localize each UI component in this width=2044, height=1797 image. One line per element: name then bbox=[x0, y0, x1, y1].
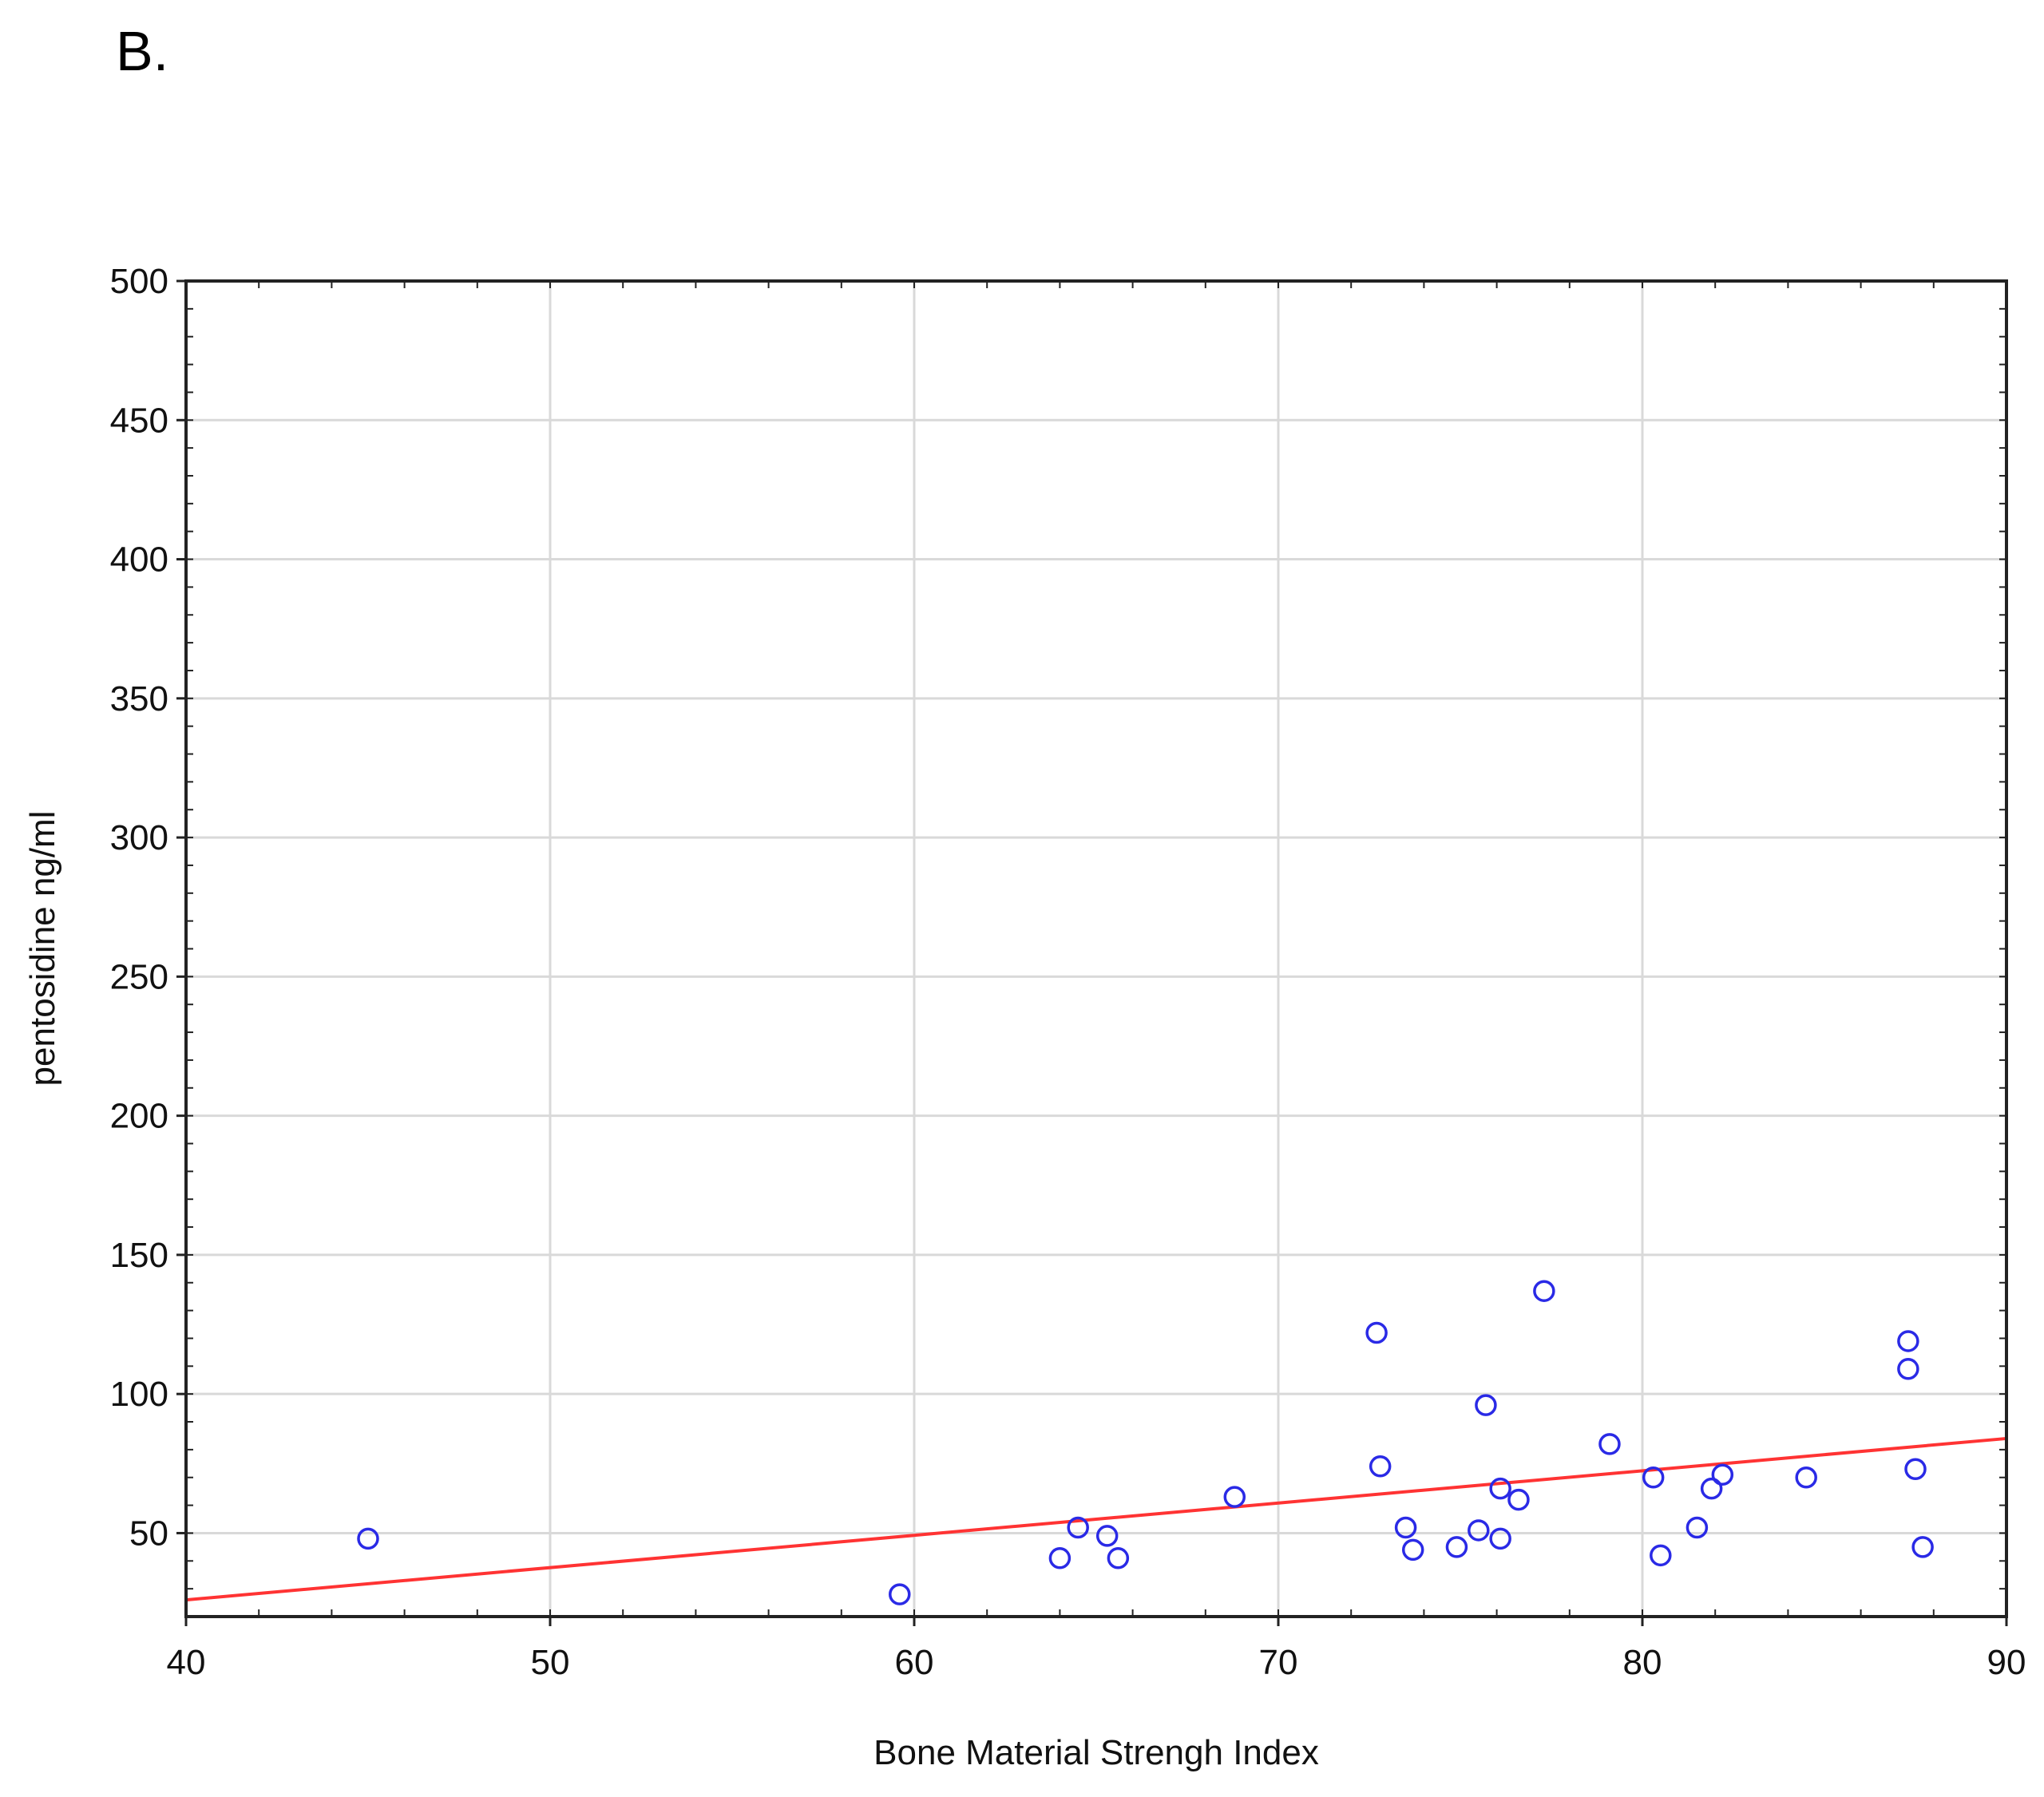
data-point bbox=[1048, 1547, 1072, 1569]
data-point bbox=[357, 1527, 379, 1550]
x-tick-label: 90 bbox=[1987, 1643, 2026, 1682]
y-tick-label: 450 bbox=[110, 401, 168, 440]
x-tick-label: 60 bbox=[895, 1643, 934, 1682]
data-point bbox=[1107, 1547, 1130, 1569]
data-point bbox=[1897, 1330, 1919, 1352]
y-tick-label: 50 bbox=[129, 1514, 168, 1553]
x-tick-label: 80 bbox=[1623, 1643, 1662, 1682]
data-point bbox=[1711, 1463, 1734, 1486]
gridlines bbox=[186, 281, 2006, 1617]
data-point bbox=[1067, 1516, 1089, 1539]
data-point bbox=[1650, 1544, 1672, 1567]
x-tick-label: 40 bbox=[167, 1643, 206, 1682]
fit-line-group bbox=[185, 1436, 2007, 1602]
y-tick-label: 300 bbox=[110, 818, 168, 857]
data-point bbox=[1223, 1486, 1246, 1508]
data-point bbox=[1445, 1536, 1468, 1558]
y-axis-label: pentosidine ng/ml bbox=[23, 811, 62, 1087]
y-tick-label: 400 bbox=[110, 540, 168, 580]
data-point bbox=[1369, 1455, 1392, 1478]
y-tick-label: 200 bbox=[110, 1097, 168, 1136]
plot-frame bbox=[184, 279, 2008, 1618]
data-point bbox=[889, 1583, 911, 1605]
data-point bbox=[1401, 1538, 1424, 1561]
data-point bbox=[1686, 1516, 1709, 1539]
x-axis-label: Bone Material Strengh Index bbox=[873, 1733, 1319, 1772]
data-point bbox=[1394, 1516, 1417, 1539]
data-point bbox=[1365, 1321, 1388, 1344]
y-tick-label: 100 bbox=[110, 1375, 168, 1414]
data-points bbox=[357, 1280, 1934, 1605]
y-tick-label: 150 bbox=[110, 1236, 168, 1275]
data-point bbox=[1489, 1477, 1511, 1500]
data-point bbox=[1475, 1394, 1497, 1416]
data-point bbox=[1468, 1519, 1490, 1542]
data-point bbox=[1642, 1466, 1665, 1489]
x-tick-label: 50 bbox=[531, 1643, 570, 1682]
data-point bbox=[1533, 1280, 1555, 1302]
data-point bbox=[1795, 1466, 1817, 1489]
data-point bbox=[1598, 1433, 1621, 1455]
data-point bbox=[1904, 1458, 1927, 1481]
x-tick-label: 70 bbox=[1259, 1643, 1298, 1682]
data-point bbox=[1507, 1488, 1530, 1511]
y-tick-label: 500 bbox=[110, 262, 168, 301]
y-tick-label: 350 bbox=[110, 679, 168, 718]
y-tick-label: 250 bbox=[110, 957, 168, 996]
data-point bbox=[1911, 1536, 1934, 1558]
y-axis-ticks: 50 100 150 200 250 300 350 400 450 500 bbox=[110, 262, 186, 1553]
data-point bbox=[1095, 1525, 1119, 1547]
data-point bbox=[1897, 1358, 1919, 1380]
data-point bbox=[1489, 1527, 1511, 1550]
data-point bbox=[1700, 1477, 1723, 1500]
x-axis-ticks: 40 50 60 70 80 90 bbox=[167, 1617, 2026, 1682]
minor-ticks bbox=[185, 280, 2007, 1617]
panel-label: B. bbox=[116, 20, 168, 82]
fit-line bbox=[185, 1436, 2007, 1602]
